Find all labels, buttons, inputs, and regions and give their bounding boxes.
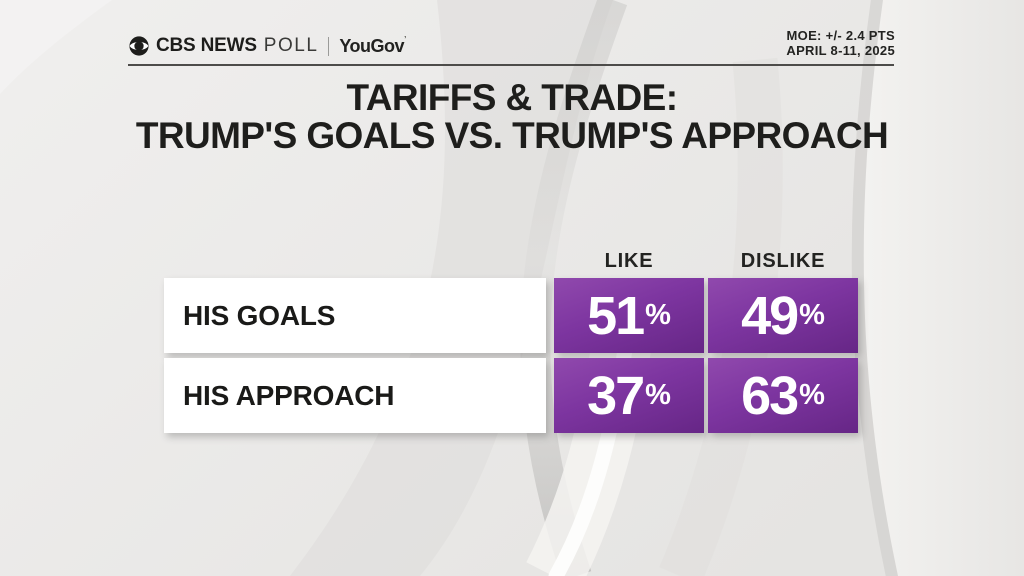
percent-sign: % [799,379,825,411]
page-title: TARIFFS & TRADE: TRUMP'S GOALS VS. TRUMP… [0,79,1024,155]
moe-text: MOE: +/- 2.4 PTS [786,28,895,43]
value-cell-approach-dislike: 63 % [708,358,858,433]
brand-divider [328,36,330,56]
value-number: 37 [587,365,645,426]
percent-sign: % [645,379,671,411]
column-header-like: LIKE [604,250,654,272]
value-number: 49 [741,285,799,346]
title-line1: TARIFFS & TRADE: [346,77,679,118]
brand-partner: YouGov’ [339,34,406,57]
row-label-his-goals: HIS GOALS [164,278,546,353]
percent-sign: % [799,299,825,331]
table-row: HIS GOALS 51 % 49 % [164,278,858,353]
percent-sign: % [645,299,671,331]
brand-partner-text: YouGov [339,35,405,56]
title-line2: TRUMP'S GOALS VS. TRUMP'S APPROACH [135,115,889,156]
value-cell-goals-dislike: 49 % [708,278,858,353]
brand-lockup: CBS NEWS POLL YouGov’ [129,34,406,58]
cbs-eye-icon [129,36,149,56]
poll-table: LIKE DISLIKE HIS GOALS 51 % 49 % HIS APP… [164,250,858,434]
poll-meta: MOE: +/- 2.4 PTS APRIL 8-11, 2025 [786,28,895,58]
brand-product: POLL [263,35,319,56]
row-label-his-approach: HIS APPROACH [164,358,546,433]
value-cell-goals-like: 51 % [554,278,704,353]
value-cell-approach-like: 37 % [554,358,704,433]
header-rule [128,64,894,66]
table-row: HIS APPROACH 37 % 63 % [164,358,858,433]
brand-trademark: ’ [404,34,406,44]
date-range-text: APRIL 8-11, 2025 [786,42,895,58]
column-header-dislike: DISLIKE [740,250,826,272]
brand-network: CBS NEWS [156,35,257,56]
value-number: 51 [587,285,645,346]
value-number: 63 [741,365,799,426]
